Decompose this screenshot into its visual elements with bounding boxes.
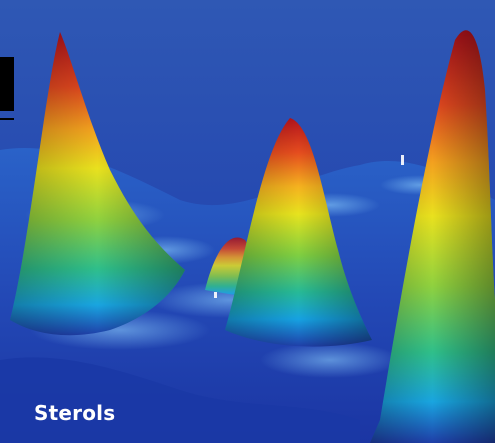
black-rule-left xyxy=(0,118,14,120)
black-tab-left xyxy=(0,57,14,111)
caption-label: Sterols xyxy=(34,401,116,425)
